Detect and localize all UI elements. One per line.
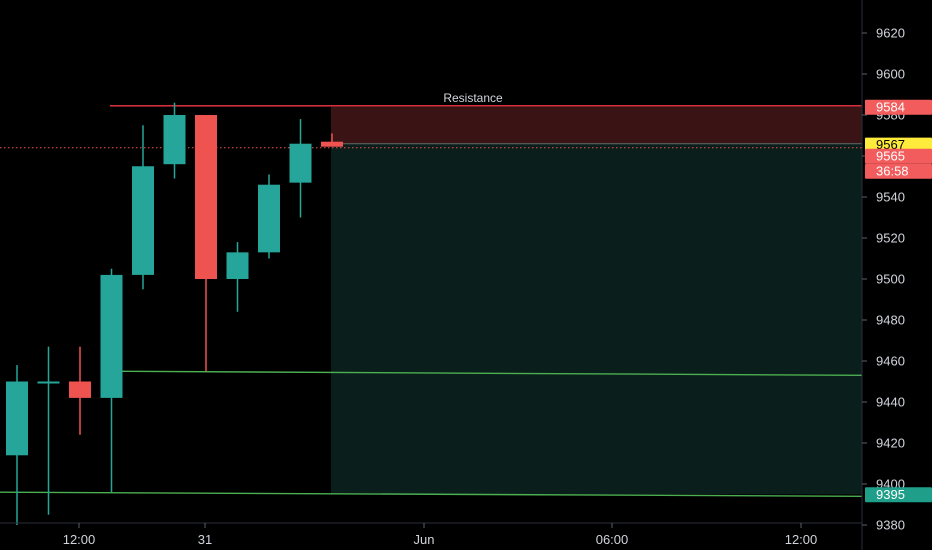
price-tag-label: 9565 (876, 148, 905, 163)
last-price-marker (321, 141, 343, 147)
candle-body (100, 274, 123, 398)
price-tag-label: 9584 (876, 99, 905, 114)
price-tick-label: 9480 (876, 313, 905, 328)
price-tag (865, 163, 932, 179)
time-axis[interactable]: 12:00 31 Jun 06:00 12:00 (0, 522, 862, 547)
candle-body (37, 381, 60, 384)
price-tick-label: 9440 (876, 395, 905, 410)
target-zone (331, 143, 862, 495)
price-tick-label: 9420 (876, 436, 905, 451)
price-tag-label: 9395 (876, 487, 905, 502)
time-tick-label: 31 (198, 532, 212, 547)
price-tick-label: 9500 (876, 272, 905, 287)
candle-body (6, 381, 28, 456)
candle-body (289, 143, 312, 183)
time-tick-label: Jun (414, 532, 435, 547)
support-line-upper (119, 370, 863, 377)
candle-body (226, 252, 249, 279)
candle-body (195, 115, 217, 279)
time-tick-label: 06:00 (596, 532, 629, 547)
price-tag (865, 99, 932, 115)
candle-body (132, 166, 154, 275)
price-tick-label: 9520 (876, 231, 905, 246)
price-tick-label: 9540 (876, 190, 905, 205)
candles (6, 102, 343, 525)
resistance-label: Resistance (443, 91, 503, 105)
price-axis[interactable]: 9380940094209440946094809500952095409560… (861, 0, 905, 550)
annotation-lines: Resistance (0, 91, 863, 497)
price-tag-label: 36:58 (876, 163, 909, 178)
price-tick-label: 9620 (876, 26, 905, 41)
stop-zone (331, 106, 862, 144)
price-tag (865, 487, 932, 503)
price-tag-label: 9567 (876, 137, 905, 152)
price-tick-label: 9600 (876, 67, 905, 82)
price-tag (865, 148, 932, 164)
candle-body (69, 381, 91, 398)
candle-body (258, 184, 280, 253)
price-tick-label: 9380 (876, 518, 905, 533)
price-tick-label: 9460 (876, 354, 905, 369)
time-tick-label: 12:00 (63, 532, 96, 547)
time-tick-label: 12:00 (785, 532, 818, 547)
support-line-lower (0, 491, 863, 497)
candle-body (163, 115, 186, 165)
position-zones (331, 106, 862, 495)
